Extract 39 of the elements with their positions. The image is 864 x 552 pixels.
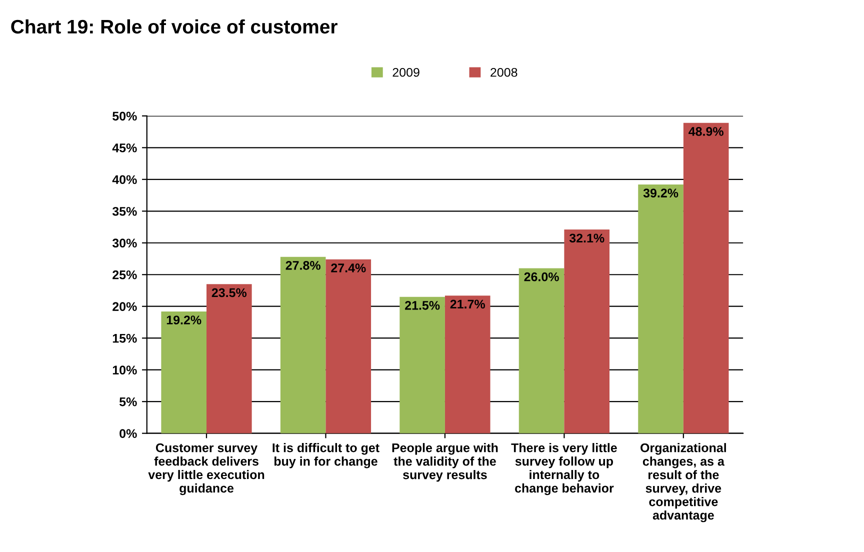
data-label: 23.5%	[212, 288, 247, 298]
bar	[518, 268, 564, 434]
y-tick-label: 0%	[120, 429, 137, 438]
x-tick-label: People argue with the validity of the survey results	[392, 443, 498, 482]
bar	[683, 122, 729, 434]
data-label: 19.2%	[166, 316, 202, 324]
data-label: 27.8%	[286, 260, 320, 270]
bar	[444, 296, 490, 434]
legend-label: 2009	[392, 68, 420, 77]
data-label: 32.1%	[569, 234, 604, 243]
y-tick-label: 15%	[112, 334, 137, 343]
bar	[280, 256, 326, 434]
x-tick-label: Organizational changes, as a result of the survey, drive competitive advantage	[640, 443, 726, 522]
y-tick-label: 25%	[112, 270, 137, 280]
data-label: 26.0%	[524, 272, 559, 282]
y-tick-label: 40%	[112, 175, 137, 184]
x-tick-label: Customer survey feedback delivers very little execution guidance	[148, 443, 264, 496]
bar	[564, 230, 610, 434]
x-tick-label: There is very little survey follow up internally to change behavior	[511, 443, 617, 496]
chart-title: Chart 19: Role of voice of customer	[11, 19, 338, 34]
data-label: 48.9%	[688, 127, 724, 136]
bar	[161, 311, 206, 434]
y-tick-label: 10%	[112, 366, 137, 374]
y-tick-label: 35%	[112, 206, 137, 216]
data-label: 39.2%	[643, 188, 678, 198]
data-label: 27.4%	[331, 264, 366, 272]
y-tick-label: 20%	[112, 302, 137, 312]
bar	[638, 184, 684, 434]
y-tick-label: 30%	[112, 238, 137, 248]
data-label: 21.5%	[405, 300, 440, 310]
bar	[326, 259, 372, 434]
y-tick-label: 45%	[112, 143, 137, 152]
legend-label: 2008	[490, 68, 518, 77]
x-tick-label: It is difficult to get buy in for change	[272, 443, 380, 468]
bar	[400, 296, 445, 434]
y-tick-label: 50%	[112, 112, 137, 121]
bar	[206, 284, 252, 434]
data-label: 21.7%	[450, 300, 486, 309]
y-tick-label: 5%	[119, 397, 137, 406]
